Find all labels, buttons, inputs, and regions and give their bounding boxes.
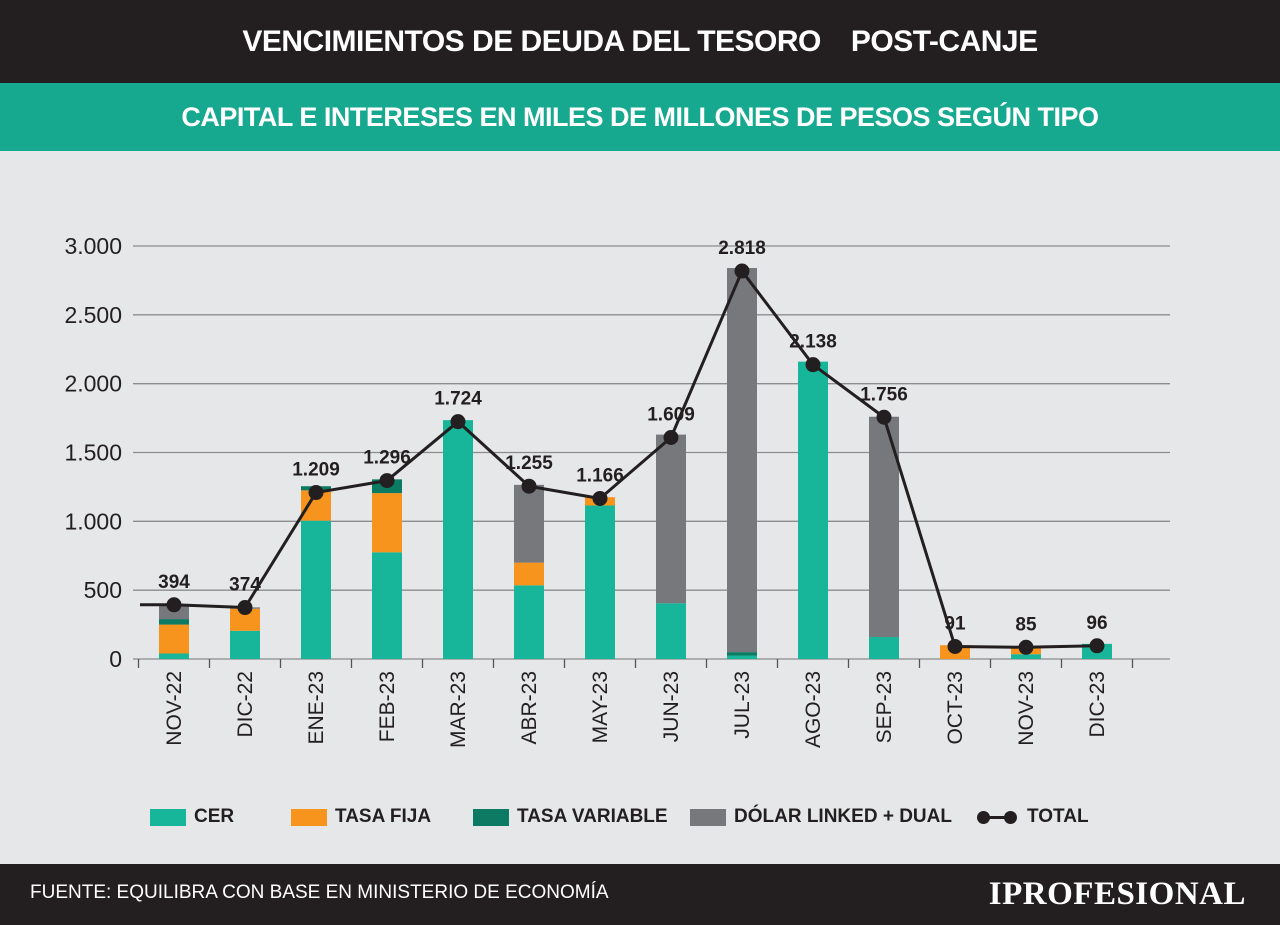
legend-label-dolar: DÓLAR LINKED + DUAL: [734, 806, 952, 827]
chart-title-suffix: POST-CANJE: [850, 24, 1038, 58]
x-tick-label: NOV-23: [1015, 671, 1038, 746]
legend-label-total: TOTAL: [1027, 806, 1089, 827]
total-point: [876, 409, 892, 425]
x-tick-label: JUL-23: [731, 671, 754, 739]
bar-cer: [585, 505, 615, 659]
debt-maturity-chart: 3.000 2.500 2.000 1.500 1.000 500 0 NOV-22 DIC-2…: [64, 233, 1170, 748]
bar-tasa_variable: [727, 652, 757, 656]
total-point: [237, 600, 253, 616]
total-data-label: 394: [158, 572, 190, 593]
y-tick-label: 2.000: [64, 371, 122, 397]
bar-tasa_fija: [372, 493, 402, 553]
bar-cer: [443, 420, 473, 659]
total-point: [521, 478, 537, 494]
y-tick-label: 1.000: [64, 508, 122, 534]
total-data-label: 1.724: [434, 389, 482, 410]
total-data-label: 1.209: [292, 460, 340, 481]
chart-subtitle-bar: CAPITAL E INTERESES EN MILES DE MILLONES…: [0, 83, 1280, 151]
legend-swatch-dolar: [690, 808, 726, 826]
bar-tasa_variable: [159, 619, 189, 625]
total-point: [734, 263, 750, 279]
bar-dolar: [514, 484, 544, 563]
total-data-label: 1.296: [363, 448, 411, 469]
x-tick-label: FEB-23: [376, 671, 399, 742]
total-point: [663, 429, 679, 445]
total-data-label: 96: [1086, 613, 1107, 634]
x-tick-label: AGO-23: [802, 671, 825, 748]
legend-label-tasa-variable: TASA VARIABLE: [517, 806, 668, 827]
total-data-label: 2.818: [718, 238, 766, 259]
legend-item-dolar: DÓLAR LINKED + DUAL: [690, 800, 952, 834]
total-data-label: 374: [229, 575, 261, 596]
bar-cer: [301, 520, 331, 659]
total-point: [805, 357, 821, 373]
bar-cer: [230, 630, 260, 659]
legend-label-cer: CER: [194, 806, 235, 827]
total-data-label: 1.756: [860, 384, 908, 405]
bar-dolar: [727, 268, 757, 653]
bar-cer: [656, 603, 686, 659]
bar-tasa_fija: [514, 562, 544, 586]
total-data-label: 1.255: [505, 453, 553, 474]
x-tick-label: NOV-22: [163, 671, 186, 746]
publisher-logo: IPROFESIONAL: [988, 876, 1246, 912]
x-tick-label: MAY-23: [589, 671, 612, 743]
legend-label-tasa-fija: TASA FIJA: [335, 806, 432, 827]
legend-item-total: TOTAL: [975, 800, 1089, 834]
bar-tasa_fija: [159, 624, 189, 654]
legend-item-tasa-variable: TASA VARIABLE: [473, 800, 668, 834]
legend-item-tasa-fija: TASA FIJA: [291, 800, 431, 834]
footer-bar: FUENTE: EQUILIBRA CON BASE EN MINISTERIO…: [0, 864, 1280, 925]
bar-dolar: [656, 434, 686, 604]
total-data-label: 85: [1015, 614, 1037, 635]
y-tick-label: 2.500: [64, 302, 122, 328]
bar-cer: [1011, 654, 1041, 659]
source-note: FUENTE: EQUILIBRA CON BASE EN MINISTERIO…: [30, 882, 609, 903]
x-tick-label: MAR-23: [447, 671, 470, 748]
total-data-label: 1.609: [647, 404, 695, 425]
legend-swatch-tasa-variable: [473, 808, 509, 826]
y-tick-label: 1.500: [64, 440, 122, 466]
chart-title-bar: VENCIMIENTOS DE DEUDA DEL TESORO POST-CA…: [0, 0, 1280, 83]
total-data-label: 91: [944, 613, 966, 634]
x-tick-label: DIC-22: [234, 671, 257, 738]
total-point: [592, 490, 608, 506]
chart-legend: CER TASA FIJA TASA VARIABLE DÓLAR LINKED…: [0, 800, 1280, 834]
total-point: [166, 597, 182, 613]
bar-cer: [514, 585, 544, 659]
legend-swatch-tasa-fija: [291, 808, 327, 826]
x-tick-label: ABR-23: [518, 671, 541, 745]
x-tick-label: JUN-23: [660, 671, 683, 742]
total-point: [947, 638, 963, 654]
y-tick-label: 500: [84, 577, 122, 603]
total-point: [308, 485, 324, 501]
bar-cer: [372, 552, 402, 659]
x-tick-label: OCT-23: [944, 671, 967, 745]
bar-cer: [798, 361, 828, 659]
legend-item-cer: CER: [150, 800, 234, 834]
total-data-label: 2.138: [789, 332, 837, 353]
legend-swatch-total: [975, 800, 1019, 834]
x-tick-label: SEP-23: [873, 671, 896, 743]
total-line: [140, 269, 1098, 649]
x-tick-label: ENE-23: [305, 671, 328, 745]
total-data-label: 1.166: [576, 465, 624, 486]
bar-cer: [159, 653, 189, 659]
total-point: [379, 473, 395, 489]
y-tick-label: 3.000: [64, 233, 122, 259]
total-point: [450, 414, 466, 430]
total-point: [1018, 639, 1034, 655]
chart-title: VENCIMIENTOS DE DEUDA DEL TESORO: [242, 24, 821, 58]
y-tick-label: 0: [109, 646, 122, 672]
chart-subtitle: CAPITAL E INTERESES EN MILES DE MILLONES…: [181, 101, 1099, 132]
x-tick-label: DIC-23: [1086, 671, 1109, 738]
legend-swatch-cer: [150, 808, 186, 826]
bar-cer: [727, 655, 757, 659]
bar-tasa_fija: [230, 608, 260, 631]
total-point: [1089, 638, 1105, 654]
bar-cer: [869, 636, 899, 659]
